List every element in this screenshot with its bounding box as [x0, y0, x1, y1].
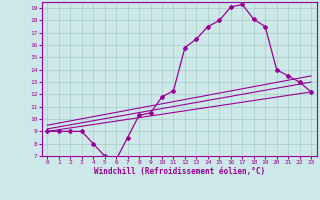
X-axis label: Windchill (Refroidissement éolien,°C): Windchill (Refroidissement éolien,°C) [94, 167, 265, 176]
